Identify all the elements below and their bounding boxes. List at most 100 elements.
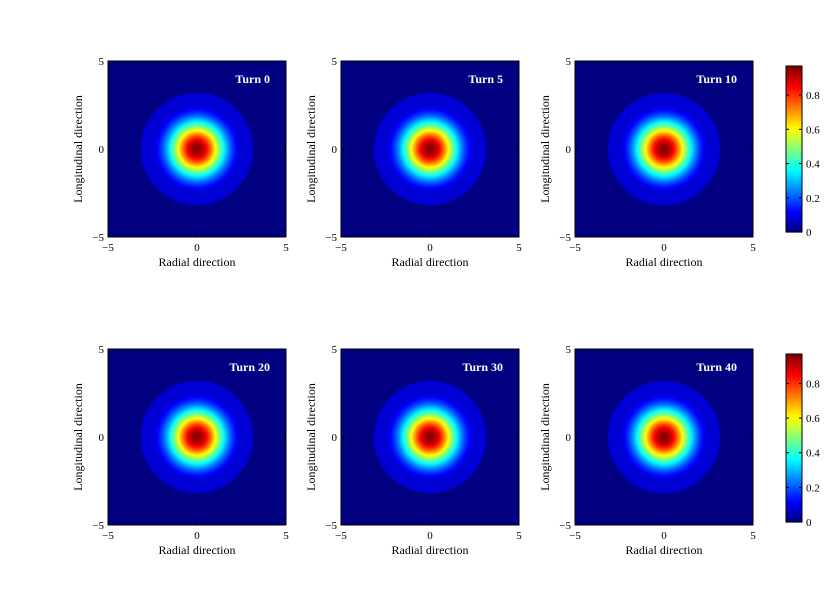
y-tick-label: 5 <box>99 344 105 356</box>
colorbar-segment <box>786 506 802 510</box>
colorbar-segment <box>786 136 802 140</box>
x-tick-label: 0 <box>661 242 667 254</box>
x-tick-label: −5 <box>569 530 581 542</box>
colorbar-segment <box>786 466 802 471</box>
heatmap-panel: −5 0 5 −5 0 5 Radial direction Longitudinal dir… <box>71 344 289 557</box>
colorbar-segment <box>786 68 802 72</box>
colorbar-segment <box>786 110 802 114</box>
colorbar-segment <box>786 102 802 106</box>
colorbar-segment <box>786 130 802 135</box>
colorbar-segment <box>786 495 802 499</box>
colorbar-segment <box>786 453 802 457</box>
colorbar-segment <box>786 472 802 476</box>
y-axis-label: Longitudinal direction <box>71 95 85 203</box>
colorbar-segment <box>786 81 802 85</box>
y-tick-label: 5 <box>566 56 572 68</box>
colorbar-segment <box>786 66 802 70</box>
colorbar-segment <box>786 211 802 215</box>
colorbar-segment <box>786 417 802 421</box>
colorbar-segment <box>786 71 802 75</box>
heatmap-panel: −5 0 5 −5 0 5 Radial direction Longitudinal dir… <box>538 56 756 269</box>
colorbar-segment <box>786 180 802 184</box>
colorbar-tick-label: 0.2 <box>806 482 820 494</box>
x-tick-label: 0 <box>661 530 667 542</box>
colorbar-segment <box>786 403 802 408</box>
colorbar-segment <box>786 193 802 197</box>
colorbar-segment <box>786 143 802 148</box>
colorbar-segment <box>786 200 802 205</box>
colorbar-segment <box>786 487 802 492</box>
heatmap-panel: −5 0 5 −5 0 5 Radial direction Longitudinal dir… <box>304 56 522 269</box>
y-tick-label: 5 <box>332 56 338 68</box>
colorbar-segment <box>786 461 802 465</box>
colorbar-segment <box>786 422 802 426</box>
colorbar-segment <box>786 411 802 415</box>
colorbar-tick-label: 0.6 <box>806 413 820 425</box>
panel-title: Turn 40 <box>696 360 737 374</box>
y-tick-label: 5 <box>566 344 572 356</box>
y-axis-label: Longitudinal direction <box>71 383 85 491</box>
x-tick-label: −5 <box>102 242 114 254</box>
colorbar-segment <box>786 382 802 387</box>
colorbar-segment <box>786 226 802 231</box>
colorbar-segment <box>786 208 802 212</box>
colorbar-segment <box>786 511 802 515</box>
colorbar-segment <box>786 146 802 150</box>
colorbar-segment <box>786 76 802 80</box>
colorbar-segment <box>786 128 802 132</box>
colorbar-segment <box>786 206 802 210</box>
colorbar-segment <box>786 99 802 103</box>
colorbar-segment <box>786 409 802 413</box>
colorbar-segment <box>786 438 802 442</box>
panel-title: Turn 30 <box>462 360 503 374</box>
colorbar-segment <box>786 97 802 101</box>
y-tick-label: 5 <box>99 56 105 68</box>
colorbar-tick-label: 0.8 <box>806 90 820 102</box>
y-axis-label: Longitudinal direction <box>538 95 552 203</box>
x-axis-label: Radial direction <box>392 255 469 269</box>
colorbar-segment <box>786 356 802 360</box>
colorbar-segment <box>786 477 802 481</box>
colorbar-segment <box>786 390 802 394</box>
colorbar-segment <box>786 91 802 96</box>
y-axis-label: Longitudinal direction <box>304 95 318 203</box>
colorbar-segment <box>786 133 802 137</box>
y-tick-label: 0 <box>99 432 105 444</box>
x-axis-label: Radial direction <box>626 543 703 557</box>
colorbar-segment <box>786 493 802 497</box>
colorbar-segment <box>786 377 802 381</box>
colorbar-segment <box>786 174 802 179</box>
colorbar: 0 0.2 0.4 0.6 0.8 <box>785 65 820 239</box>
colorbar-segment <box>786 445 802 450</box>
colorbar-segment <box>786 364 802 368</box>
colorbar-segment <box>786 419 802 423</box>
colorbar-segment <box>786 375 802 379</box>
colorbar-segment <box>786 508 802 513</box>
colorbar-tick-label: 0 <box>806 227 812 239</box>
colorbar-segment <box>786 161 802 166</box>
colorbar-segment <box>786 367 802 371</box>
y-tick-label: 0 <box>332 432 338 444</box>
x-tick-label: −5 <box>335 242 347 254</box>
colorbar-segment <box>786 514 802 518</box>
colorbar-segment <box>786 385 802 389</box>
colorbar-segment <box>786 185 802 189</box>
colorbar-segment <box>786 84 802 88</box>
colorbar-tick-label: 0 <box>806 517 812 529</box>
y-tick-label: 0 <box>566 432 572 444</box>
colorbar-segment <box>786 115 802 119</box>
y-tick-label: 0 <box>566 144 572 156</box>
y-tick-label: −5 <box>325 520 337 532</box>
y-axis-label: Longitudinal direction <box>304 383 318 491</box>
y-tick-label: −5 <box>325 232 337 244</box>
y-tick-label: −5 <box>559 520 571 532</box>
colorbar-segment <box>786 224 802 228</box>
colorbar-tick-label: 0.4 <box>806 159 820 171</box>
y-tick-label: 0 <box>332 144 338 156</box>
colorbar-segment <box>786 120 802 124</box>
x-axis-label: Radial direction <box>392 543 469 557</box>
colorbar-segment <box>786 361 802 366</box>
colorbar-segment <box>786 172 802 176</box>
colorbar-segment <box>786 156 802 160</box>
colorbar-segment <box>786 380 802 384</box>
